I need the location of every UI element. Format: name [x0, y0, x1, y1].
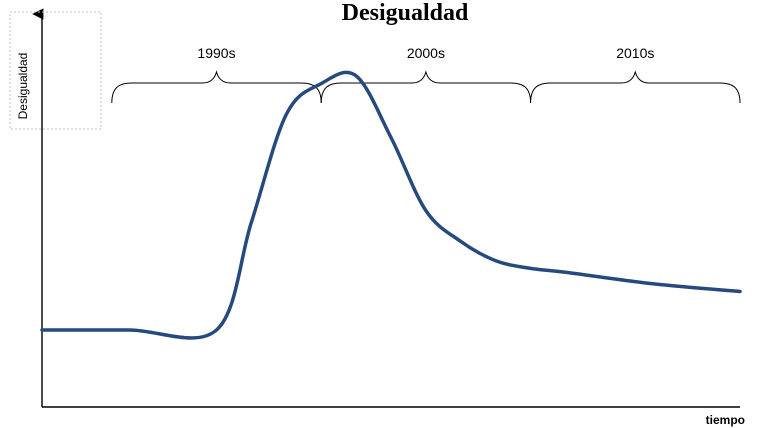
- period-annotations: 1990s 2000s 2010s: [111, 45, 741, 104]
- y-axis-label: Desigualdad: [16, 53, 30, 120]
- data-point-13: [651, 282, 654, 285]
- y-label-box: [9, 11, 102, 130]
- data-point-6: [354, 74, 358, 78]
- period-label-0: 1990s: [197, 45, 235, 61]
- period-label-2: 2010s: [616, 45, 654, 61]
- period-label-1: 2000s: [407, 45, 445, 61]
- data-point-10: [494, 259, 497, 262]
- data-point-12: [564, 271, 567, 274]
- data-point-1: [128, 328, 131, 332]
- period-brace-2: [530, 70, 741, 104]
- data-point-14: [738, 290, 742, 293]
- data-point-0: [40, 328, 44, 332]
- data-point-4: [285, 113, 288, 116]
- data-point-8: [424, 209, 428, 212]
- data-point-7: [389, 136, 393, 139]
- data-point-3: [250, 221, 253, 224]
- period-brace-0: [111, 70, 322, 104]
- data-point-5: [320, 82, 323, 85]
- series-group: [40, 70, 742, 340]
- series-line-0: [40, 70, 742, 340]
- x-axis-label: tiempo: [706, 413, 745, 427]
- period-brace-1: [320, 70, 532, 104]
- chart-title: Desigualdad: [342, 0, 469, 26]
- data-point-11: [529, 267, 532, 270]
- data-point-9: [459, 240, 462, 243]
- data-point-2: [215, 328, 218, 332]
